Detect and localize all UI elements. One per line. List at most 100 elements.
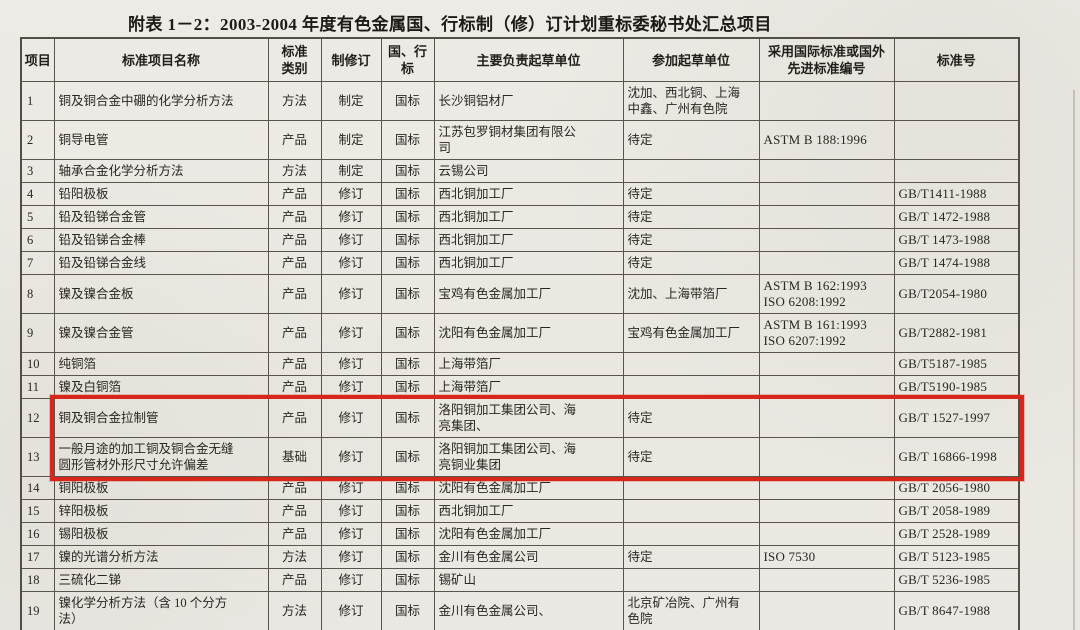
table-cell: 修订 — [320, 228, 382, 252]
table-cell: 产品 — [267, 522, 322, 546]
table-cell: 修订 — [320, 568, 382, 592]
table-cell: 14 — [20, 476, 55, 500]
table-cell: 铜导电管 — [53, 120, 269, 160]
table-cell — [758, 159, 895, 183]
table-row: 8 镍及镍合金板 产品 修订 国标 宝鸡有色金属加工厂 沈加、上海带箔厂 ASTM B 162… — [20, 274, 1020, 314]
table-cell: 待定 — [622, 205, 760, 229]
table-cell: 11 — [20, 375, 55, 399]
table-cell: 沈阳有色金属加工厂 — [433, 476, 624, 500]
table-cell: 10 — [20, 352, 55, 376]
table-cell: GB/T 2056-1980 — [893, 476, 1020, 500]
table-cell: 金川有色金属公司、 — [433, 591, 624, 630]
table-cell: GB/T2054-1980 — [893, 274, 1020, 314]
column-header: 国、行 标 — [380, 37, 435, 82]
table-row: 14 铜阳极板 产品 修订 国标 沈阳有色金属加工厂 GB/T 2056-1980 — [20, 476, 1020, 500]
table-cell: 洛阳铜加工集团公司、海 亮铜业集团 — [433, 437, 624, 477]
table-cell: 锌阳极板 — [53, 499, 269, 523]
table-cell — [758, 352, 895, 376]
table-cell: GB/T2882-1981 — [893, 313, 1020, 353]
table-cell: 国标 — [380, 476, 435, 500]
table-cell: 铅及铅锑合金管 — [53, 205, 269, 229]
table-cell: 待定 — [622, 545, 760, 569]
table-cell: 西北铜加工厂 — [433, 499, 624, 523]
table-cell: 修订 — [320, 545, 382, 569]
table-row: 5 铅及铅锑合金管 产品 修订 国标 西北铜加工厂 待定 GB/T 1472-1988 — [20, 205, 1020, 229]
table-row: 11 镍及白铜箔 产品 修订 国标 上海带箔厂 GB/T5190-1985 — [20, 375, 1020, 399]
table-cell: 国标 — [380, 228, 435, 252]
table-cell: 江苏包罗铜材集团有限公 司 — [433, 120, 624, 160]
table-cell: GB/T1411-1988 — [893, 182, 1020, 206]
table-cell: 锡矿山 — [433, 568, 624, 592]
table-cell — [758, 251, 895, 275]
table-cell: 沈加、西北铜、上海 中鑫、广州有色院 — [622, 81, 760, 121]
table-cell: 13 — [20, 437, 55, 477]
table-cell: 三硫化二锑 — [53, 568, 269, 592]
column-header: 采用国际标准或国外 先进标准编号 — [758, 37, 895, 82]
table-cell: 铅及铅锑合金棒 — [53, 228, 269, 252]
table-cell: 12 — [20, 398, 55, 438]
table-cell: 产品 — [267, 476, 322, 500]
table-cell: 产品 — [267, 499, 322, 523]
table-row: 15 锌阳极板 产品 修订 国标 西北铜加工厂 GB/T 2058-1989 — [20, 499, 1020, 523]
table-body: 1 铜及铜合金中硼的化学分析方法 方法 制定 国标 长沙铜铝材厂 沈加、西北铜、上海 中鑫、… — [20, 81, 1020, 630]
table-cell — [893, 159, 1020, 183]
table-cell: 待定 — [622, 182, 760, 206]
table-row: 2 铜导电管 产品 制定 国标 江苏包罗铜材集团有限公 司待定 ASTM B 188:199… — [20, 120, 1020, 160]
table-cell: 9 — [20, 313, 55, 353]
table-cell: 产品 — [267, 205, 322, 229]
table-cell — [758, 182, 895, 206]
table-cell: 国标 — [380, 159, 435, 183]
table-cell: 铜阳极板 — [53, 476, 269, 500]
table-cell: GB/T 8647-1988 — [893, 591, 1020, 630]
table-cell: 国标 — [380, 499, 435, 523]
table-cell: 沈阳有色金属加工厂 — [433, 522, 624, 546]
table-cell: 洛阳铜加工集团公司、海 亮集团、 — [433, 398, 624, 438]
table-cell: 制定 — [320, 81, 382, 121]
table-cell: 产品 — [267, 398, 322, 438]
table-cell: 铅及铅锑合金线 — [53, 251, 269, 275]
table-cell — [758, 205, 895, 229]
table-cell: GB/T5190-1985 — [893, 375, 1020, 399]
table-cell: 上海带箔厂 — [433, 352, 624, 376]
column-header: 主要负责起草单位 — [433, 37, 624, 82]
table-cell: 产品 — [267, 313, 322, 353]
table-cell: 修订 — [320, 522, 382, 546]
table-cell: 铜及铜合金中硼的化学分析方法 — [53, 81, 269, 121]
column-header: 项目 — [20, 37, 55, 82]
table-cell: 2 — [20, 120, 55, 160]
table-cell: 产品 — [267, 120, 322, 160]
column-header: 标准 类别 — [267, 37, 322, 82]
table-cell — [758, 375, 895, 399]
table-cell: 待定 — [622, 120, 760, 160]
table-cell — [622, 499, 760, 523]
table-cell: 镍及白铜箔 — [53, 375, 269, 399]
table-cell: 修订 — [320, 375, 382, 399]
table-cell: ASTM B 188:1996 — [758, 120, 895, 160]
table-cell: 5 — [20, 205, 55, 229]
table-cell: ISO 7530 — [758, 545, 895, 569]
table-cell: 方法 — [267, 545, 322, 569]
table-cell: 镍的光谱分析方法 — [53, 545, 269, 569]
table-row: 19 镍化学分析方法（含 10 个分方 法） 方法 修订 国标 金川有色金属公司、 北京矿冶… — [20, 591, 1020, 630]
column-header: 制修订 — [320, 37, 382, 82]
table-cell: 西北铜加工厂 — [433, 228, 624, 252]
table-cell: 修订 — [320, 274, 382, 314]
table-cell: 修订 — [320, 499, 382, 523]
header-row: 项目 标准项目名称 标准 类别 制修订 国、行 标主要负责起草单位 参加起草单位 采用国际标… — [20, 37, 1020, 82]
table-row: 13 一般月途的加工铜及铜合金无缝 圆形管材外形尺寸允许偏差 基础 修订 国标 洛阳铜加工… — [20, 437, 1020, 477]
table-cell: GB/T 1527-1997 — [893, 398, 1020, 438]
table-cell: 国标 — [380, 81, 435, 121]
table-cell: 沈加、上海带箔厂 — [622, 274, 760, 314]
table-cell: 19 — [20, 591, 55, 630]
table-cell: GB/T 16866-1998 — [893, 437, 1020, 477]
table-cell: 纯铜箔 — [53, 352, 269, 376]
table-cell: ASTM B 162:1993 ISO 6208:1992 — [758, 274, 895, 314]
table-cell: 轴承合金化学分析方法 — [53, 159, 269, 183]
table-cell: 国标 — [380, 182, 435, 206]
table-row: 7 铅及铅锑合金线 产品 修订 国标 西北铜加工厂 待定 GB/T 1474-1988 — [20, 251, 1020, 275]
table-cell: ASTM B 161:1993 ISO 6207:1992 — [758, 313, 895, 353]
table-cell: 产品 — [267, 251, 322, 275]
table-cell: 修订 — [320, 398, 382, 438]
table-cell — [893, 81, 1020, 121]
